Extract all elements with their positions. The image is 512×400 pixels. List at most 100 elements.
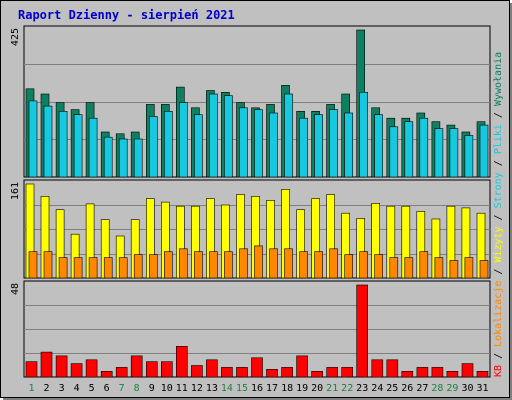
bar bbox=[431, 367, 444, 378]
legend-separator: / bbox=[493, 208, 504, 226]
bar bbox=[374, 114, 384, 178]
panel-3: 48 bbox=[10, 280, 491, 378]
x-tick-label: 22 bbox=[341, 383, 353, 394]
bar bbox=[416, 367, 429, 378]
legend-separator: / bbox=[493, 263, 504, 281]
bar bbox=[269, 112, 278, 178]
bar bbox=[464, 257, 474, 279]
bar bbox=[43, 105, 53, 178]
legend-item: Pliki bbox=[493, 124, 504, 154]
bar bbox=[100, 370, 113, 378]
bar bbox=[281, 367, 293, 378]
bar bbox=[28, 251, 38, 279]
bar bbox=[43, 251, 53, 279]
x-tick-label: 1 bbox=[28, 383, 34, 394]
x-tick-label: 12 bbox=[191, 383, 203, 394]
bar bbox=[133, 138, 143, 178]
x-tick-label: 19 bbox=[296, 383, 308, 394]
x-axis-labels: 1 2 3 4 5 6 7 8 9 10 11 12 13 14 15 16 17 18 19 20 21 22 23 24 2… bbox=[28, 383, 488, 394]
bar bbox=[209, 251, 218, 279]
bar bbox=[179, 102, 188, 178]
bar bbox=[344, 112, 354, 178]
legend-item: Wizyty bbox=[493, 226, 504, 262]
bar bbox=[434, 257, 444, 279]
bar bbox=[401, 370, 414, 378]
bar bbox=[115, 367, 128, 378]
bar bbox=[371, 359, 384, 378]
bar bbox=[266, 368, 278, 378]
bar bbox=[329, 248, 338, 279]
series-kb bbox=[25, 284, 489, 378]
x-tick-label: 6 bbox=[104, 383, 110, 394]
bar bbox=[206, 359, 218, 378]
bar bbox=[118, 257, 128, 279]
panel-2-ymax-label: 161 bbox=[10, 182, 21, 200]
x-tick-label: 25 bbox=[386, 383, 398, 394]
legend-text: KB / Lokalizacje / Wizyty / Strony / Pli… bbox=[493, 52, 504, 377]
bar bbox=[146, 361, 158, 378]
x-tick-label: 23 bbox=[356, 383, 368, 394]
bar bbox=[40, 351, 53, 378]
bar bbox=[386, 359, 399, 378]
bar bbox=[254, 109, 263, 178]
x-tick-label: 29 bbox=[446, 383, 458, 394]
bar bbox=[221, 367, 233, 378]
bar bbox=[239, 248, 248, 279]
bar bbox=[344, 254, 354, 279]
bar bbox=[479, 260, 489, 279]
bar bbox=[329, 109, 338, 178]
legend-item: Strony bbox=[493, 172, 504, 208]
bar bbox=[284, 93, 293, 178]
bar bbox=[224, 95, 233, 178]
bar bbox=[73, 114, 83, 178]
bar bbox=[284, 248, 293, 279]
bar bbox=[179, 248, 188, 279]
bar bbox=[404, 257, 414, 279]
chart-shadow-right bbox=[510, 3, 512, 400]
x-tick-label: 21 bbox=[326, 383, 338, 394]
panel-1: 425 bbox=[10, 25, 491, 178]
x-tick-label: 10 bbox=[161, 383, 173, 394]
bar bbox=[326, 367, 339, 378]
legend-separator: / bbox=[493, 106, 504, 124]
bar bbox=[434, 128, 444, 178]
bar bbox=[359, 251, 369, 279]
panel-3-ymax-label: 48 bbox=[10, 283, 21, 295]
legend-separator: / bbox=[493, 154, 504, 172]
bar bbox=[314, 114, 323, 178]
x-tick-label: 9 bbox=[149, 383, 155, 394]
bar bbox=[164, 251, 173, 279]
x-tick-label: 20 bbox=[311, 383, 323, 394]
bar bbox=[449, 128, 459, 178]
bar bbox=[461, 363, 474, 378]
legend-item: KB bbox=[493, 365, 504, 377]
bar bbox=[149, 116, 158, 178]
x-tick-label: 18 bbox=[281, 383, 293, 394]
bar bbox=[58, 257, 68, 279]
bar bbox=[356, 284, 369, 378]
x-tick-label: 14 bbox=[221, 383, 233, 394]
bar bbox=[103, 136, 113, 178]
bar bbox=[194, 251, 203, 279]
bar bbox=[88, 117, 98, 178]
bar bbox=[209, 93, 218, 178]
x-tick-label: 8 bbox=[134, 383, 140, 394]
bar bbox=[251, 357, 263, 378]
bar bbox=[194, 114, 203, 178]
legend-item: Wywołania bbox=[493, 52, 504, 106]
bar bbox=[296, 355, 308, 378]
bar bbox=[149, 254, 158, 279]
bar bbox=[164, 111, 173, 178]
x-tick-label: 16 bbox=[251, 383, 263, 394]
x-tick-label: 28 bbox=[431, 383, 443, 394]
plot-panels: 425 161 48 bbox=[10, 25, 491, 378]
bar bbox=[341, 367, 354, 378]
bar bbox=[404, 121, 414, 178]
bar bbox=[73, 257, 83, 279]
bar bbox=[55, 355, 68, 378]
bar bbox=[25, 361, 38, 378]
x-tick-label: 15 bbox=[236, 383, 248, 394]
bar bbox=[449, 260, 459, 279]
x-tick-label: 26 bbox=[401, 383, 413, 394]
